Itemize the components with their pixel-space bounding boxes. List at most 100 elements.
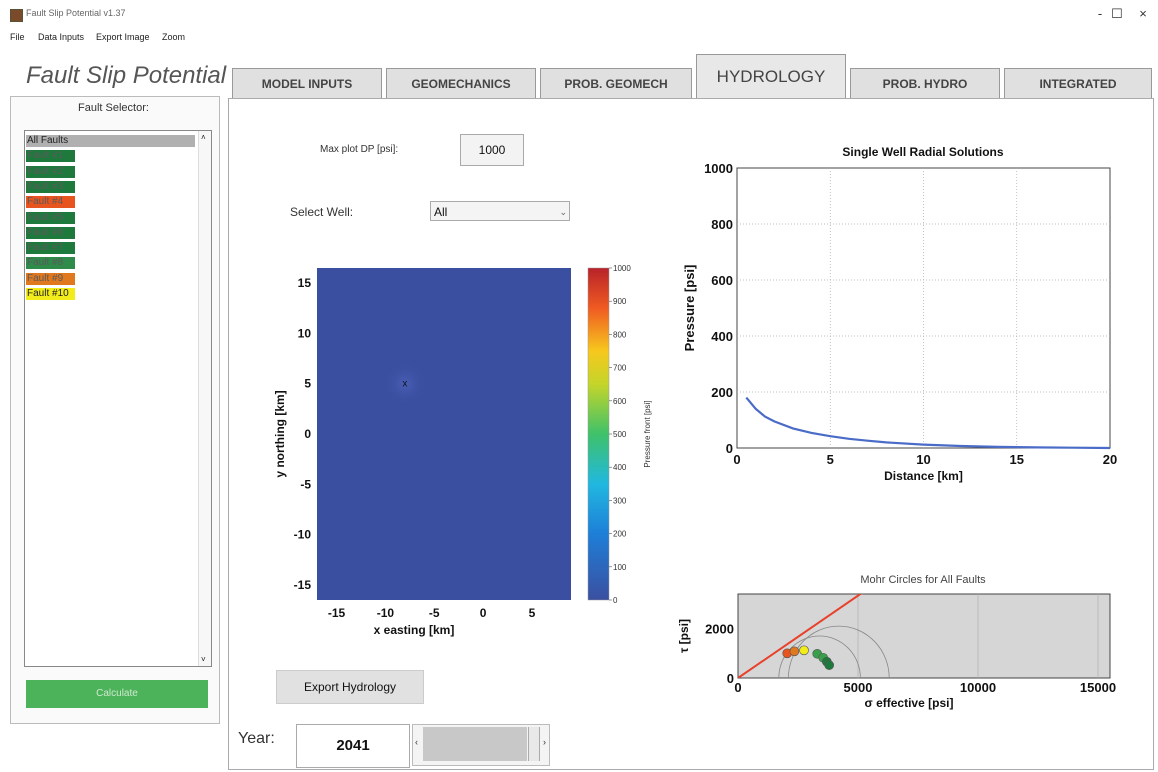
colorbar-tick-label: 800 bbox=[613, 330, 627, 339]
scroll-down-icon[interactable]: ˅ bbox=[201, 655, 206, 664]
well-marker: x bbox=[402, 379, 407, 390]
max-dp-input[interactable]: 1000 bbox=[460, 134, 524, 166]
mohr-circles-chart: Mohr Circles for All Faults 0 5000 10000 15… bbox=[677, 574, 1116, 710]
mohr-xtick-label: 5000 bbox=[844, 680, 873, 695]
tab-geomechanics[interactable]: GEOMECHANICS bbox=[386, 68, 536, 100]
radial-xtick-label: 15 bbox=[1010, 452, 1024, 467]
fault-list[interactable]: ˄ ˅ All Faults Fault #1 Fault #2 Fault #3 Fa… bbox=[24, 130, 212, 667]
mohr-plot-area bbox=[737, 593, 1111, 679]
slider-right-icon[interactable]: › bbox=[543, 737, 546, 747]
fault-list-item[interactable]: Fault #4 bbox=[26, 196, 75, 209]
minimize-button[interactable]: - bbox=[1097, 6, 1103, 21]
colorbar-tick-label: 1000 bbox=[613, 264, 631, 273]
map-xtick-label: -5 bbox=[429, 606, 440, 620]
menu-zoom[interactable]: Zoom bbox=[162, 32, 186, 42]
colorbar-label: Pressure front [psi] bbox=[643, 400, 652, 467]
tab-integrated[interactable]: INTEGRATED bbox=[1004, 68, 1152, 100]
map-xtick-label: -15 bbox=[328, 606, 346, 620]
mohr-xtick-label: 15000 bbox=[1080, 680, 1116, 695]
tab-prob-hydro[interactable]: PROB. HYDRO bbox=[850, 68, 1000, 100]
mohr-point bbox=[799, 645, 809, 656]
menu-file[interactable]: File bbox=[10, 32, 25, 42]
radial-solution-chart: Single Well Radial Solutions 0 5 10 15 20020… bbox=[682, 145, 1117, 483]
fault-list-item[interactable]: Fault #8 bbox=[26, 257, 75, 270]
map-ytick-label: -15 bbox=[294, 578, 312, 592]
app-title: Fault Slip Potential bbox=[26, 62, 227, 89]
radial-xlabel: Distance [km] bbox=[884, 469, 963, 483]
maximize-button[interactable]: ☐ bbox=[1111, 6, 1123, 21]
colorbar-tick-label: 500 bbox=[613, 430, 627, 439]
app-icon bbox=[10, 9, 23, 22]
map-xtick-label: 5 bbox=[529, 606, 536, 620]
select-well-dropdown[interactable]: All ⌄ bbox=[430, 201, 570, 221]
mohr-ytick-label: 2000 bbox=[705, 622, 734, 637]
fault-list-item[interactable]: Fault #3 bbox=[26, 180, 75, 193]
calculate-button[interactable]: Calculate bbox=[26, 680, 208, 708]
map-ytick-label: 15 bbox=[298, 276, 312, 290]
friction-line bbox=[738, 594, 863, 678]
slider-left-icon[interactable]: ‹ bbox=[415, 737, 418, 747]
mohr-circle bbox=[778, 635, 861, 678]
close-button[interactable]: × bbox=[1139, 6, 1147, 21]
tab-hydrology[interactable]: HYDROLOGY bbox=[696, 54, 846, 99]
year-slider[interactable]: ‹ › bbox=[412, 724, 550, 766]
fault-list-item[interactable]: Fault #7 bbox=[26, 242, 75, 255]
fault-list-item[interactable]: Fault #9 bbox=[26, 272, 75, 285]
mohr-point bbox=[824, 660, 834, 670]
fault-list-item[interactable]: Fault #5 bbox=[26, 211, 75, 224]
year-input[interactable]: 2041 bbox=[296, 724, 410, 768]
max-dp-label: Max plot DP [psi]: bbox=[320, 144, 399, 155]
export-hydrology-button[interactable]: Export Hydrology bbox=[276, 670, 424, 704]
map-xtick-label: -10 bbox=[377, 606, 395, 620]
radial-ytick-label: 400 bbox=[711, 329, 733, 344]
title-bar bbox=[0, 0, 1158, 28]
mohr-point bbox=[789, 646, 800, 657]
radial-ytick-label: 0 bbox=[726, 441, 733, 456]
radial-xtick-label: 10 bbox=[916, 452, 930, 467]
slider-track[interactable] bbox=[423, 727, 527, 761]
pressure-halo bbox=[382, 361, 427, 406]
colorbar bbox=[587, 267, 610, 601]
tab-prob-geomech[interactable]: PROB. GEOMECH bbox=[540, 68, 692, 100]
radial-plot-area bbox=[736, 167, 1111, 449]
mohr-chart-title: Mohr Circles for All Faults bbox=[860, 574, 986, 586]
window-title: Fault Slip Potential v1.37 bbox=[26, 8, 126, 18]
mohr-ytick-label: 0 bbox=[727, 671, 734, 686]
radial-xtick-label: 20 bbox=[1103, 452, 1117, 467]
fault-selector-label: Fault Selector: bbox=[78, 102, 149, 114]
fault-list-item[interactable]: Fault #6 bbox=[26, 226, 75, 239]
scroll-up-icon[interactable]: ˄ bbox=[201, 133, 206, 142]
mohr-ylabel: τ [psi] bbox=[677, 619, 691, 653]
fault-list-item[interactable]: All Faults bbox=[26, 135, 195, 147]
map-xlabel: x easting [km] bbox=[374, 623, 455, 637]
radial-xtick-label: 5 bbox=[827, 452, 834, 467]
radial-ytick-label: 600 bbox=[711, 273, 733, 288]
colorbar-tick-label: 0 bbox=[613, 596, 618, 605]
fault-list-item[interactable]: Fault #10 bbox=[26, 288, 75, 300]
map-ylabel: y northing [km] bbox=[273, 390, 287, 477]
year-label: Year: bbox=[238, 730, 275, 747]
map-ytick-label: 0 bbox=[304, 427, 311, 441]
tab-model-inputs[interactable]: MODEL INPUTS bbox=[232, 68, 382, 100]
colorbar-tick-label: 600 bbox=[613, 397, 627, 406]
menu-export-image[interactable]: Export Image bbox=[96, 32, 150, 42]
menu-data-inputs[interactable]: Data Inputs bbox=[38, 32, 85, 42]
map-ytick-label: -10 bbox=[294, 528, 312, 542]
pressure-map: x -15 -10 -5 0 5 15 10 5 0 -5 -10 -15 x easting [km] y… bbox=[273, 264, 652, 637]
select-well-label: Select Well: bbox=[290, 205, 354, 219]
fault-list-item[interactable]: Fault #2 bbox=[26, 165, 75, 178]
slider-thumb[interactable] bbox=[527, 727, 540, 761]
map-ytick-label: -5 bbox=[300, 477, 311, 491]
chevron-down-icon: ⌄ bbox=[559, 207, 567, 217]
fault-list-item[interactable]: Fault #1 bbox=[26, 150, 75, 163]
radial-ytick-label: 800 bbox=[711, 217, 733, 232]
radial-series-line bbox=[745, 396, 1111, 450]
map-ytick-label: 10 bbox=[298, 326, 312, 340]
radial-chart-title: Single Well Radial Solutions bbox=[842, 145, 1003, 159]
colorbar-tick-label: 100 bbox=[613, 563, 627, 572]
radial-xtick-label: 0 bbox=[733, 452, 740, 467]
list-scrollbar[interactable]: ˄ ˅ bbox=[198, 131, 211, 666]
colorbar-tick-label: 300 bbox=[613, 496, 627, 505]
map-xtick-label: 0 bbox=[480, 606, 487, 620]
mohr-xlabel: σ effective [psi] bbox=[865, 696, 954, 710]
